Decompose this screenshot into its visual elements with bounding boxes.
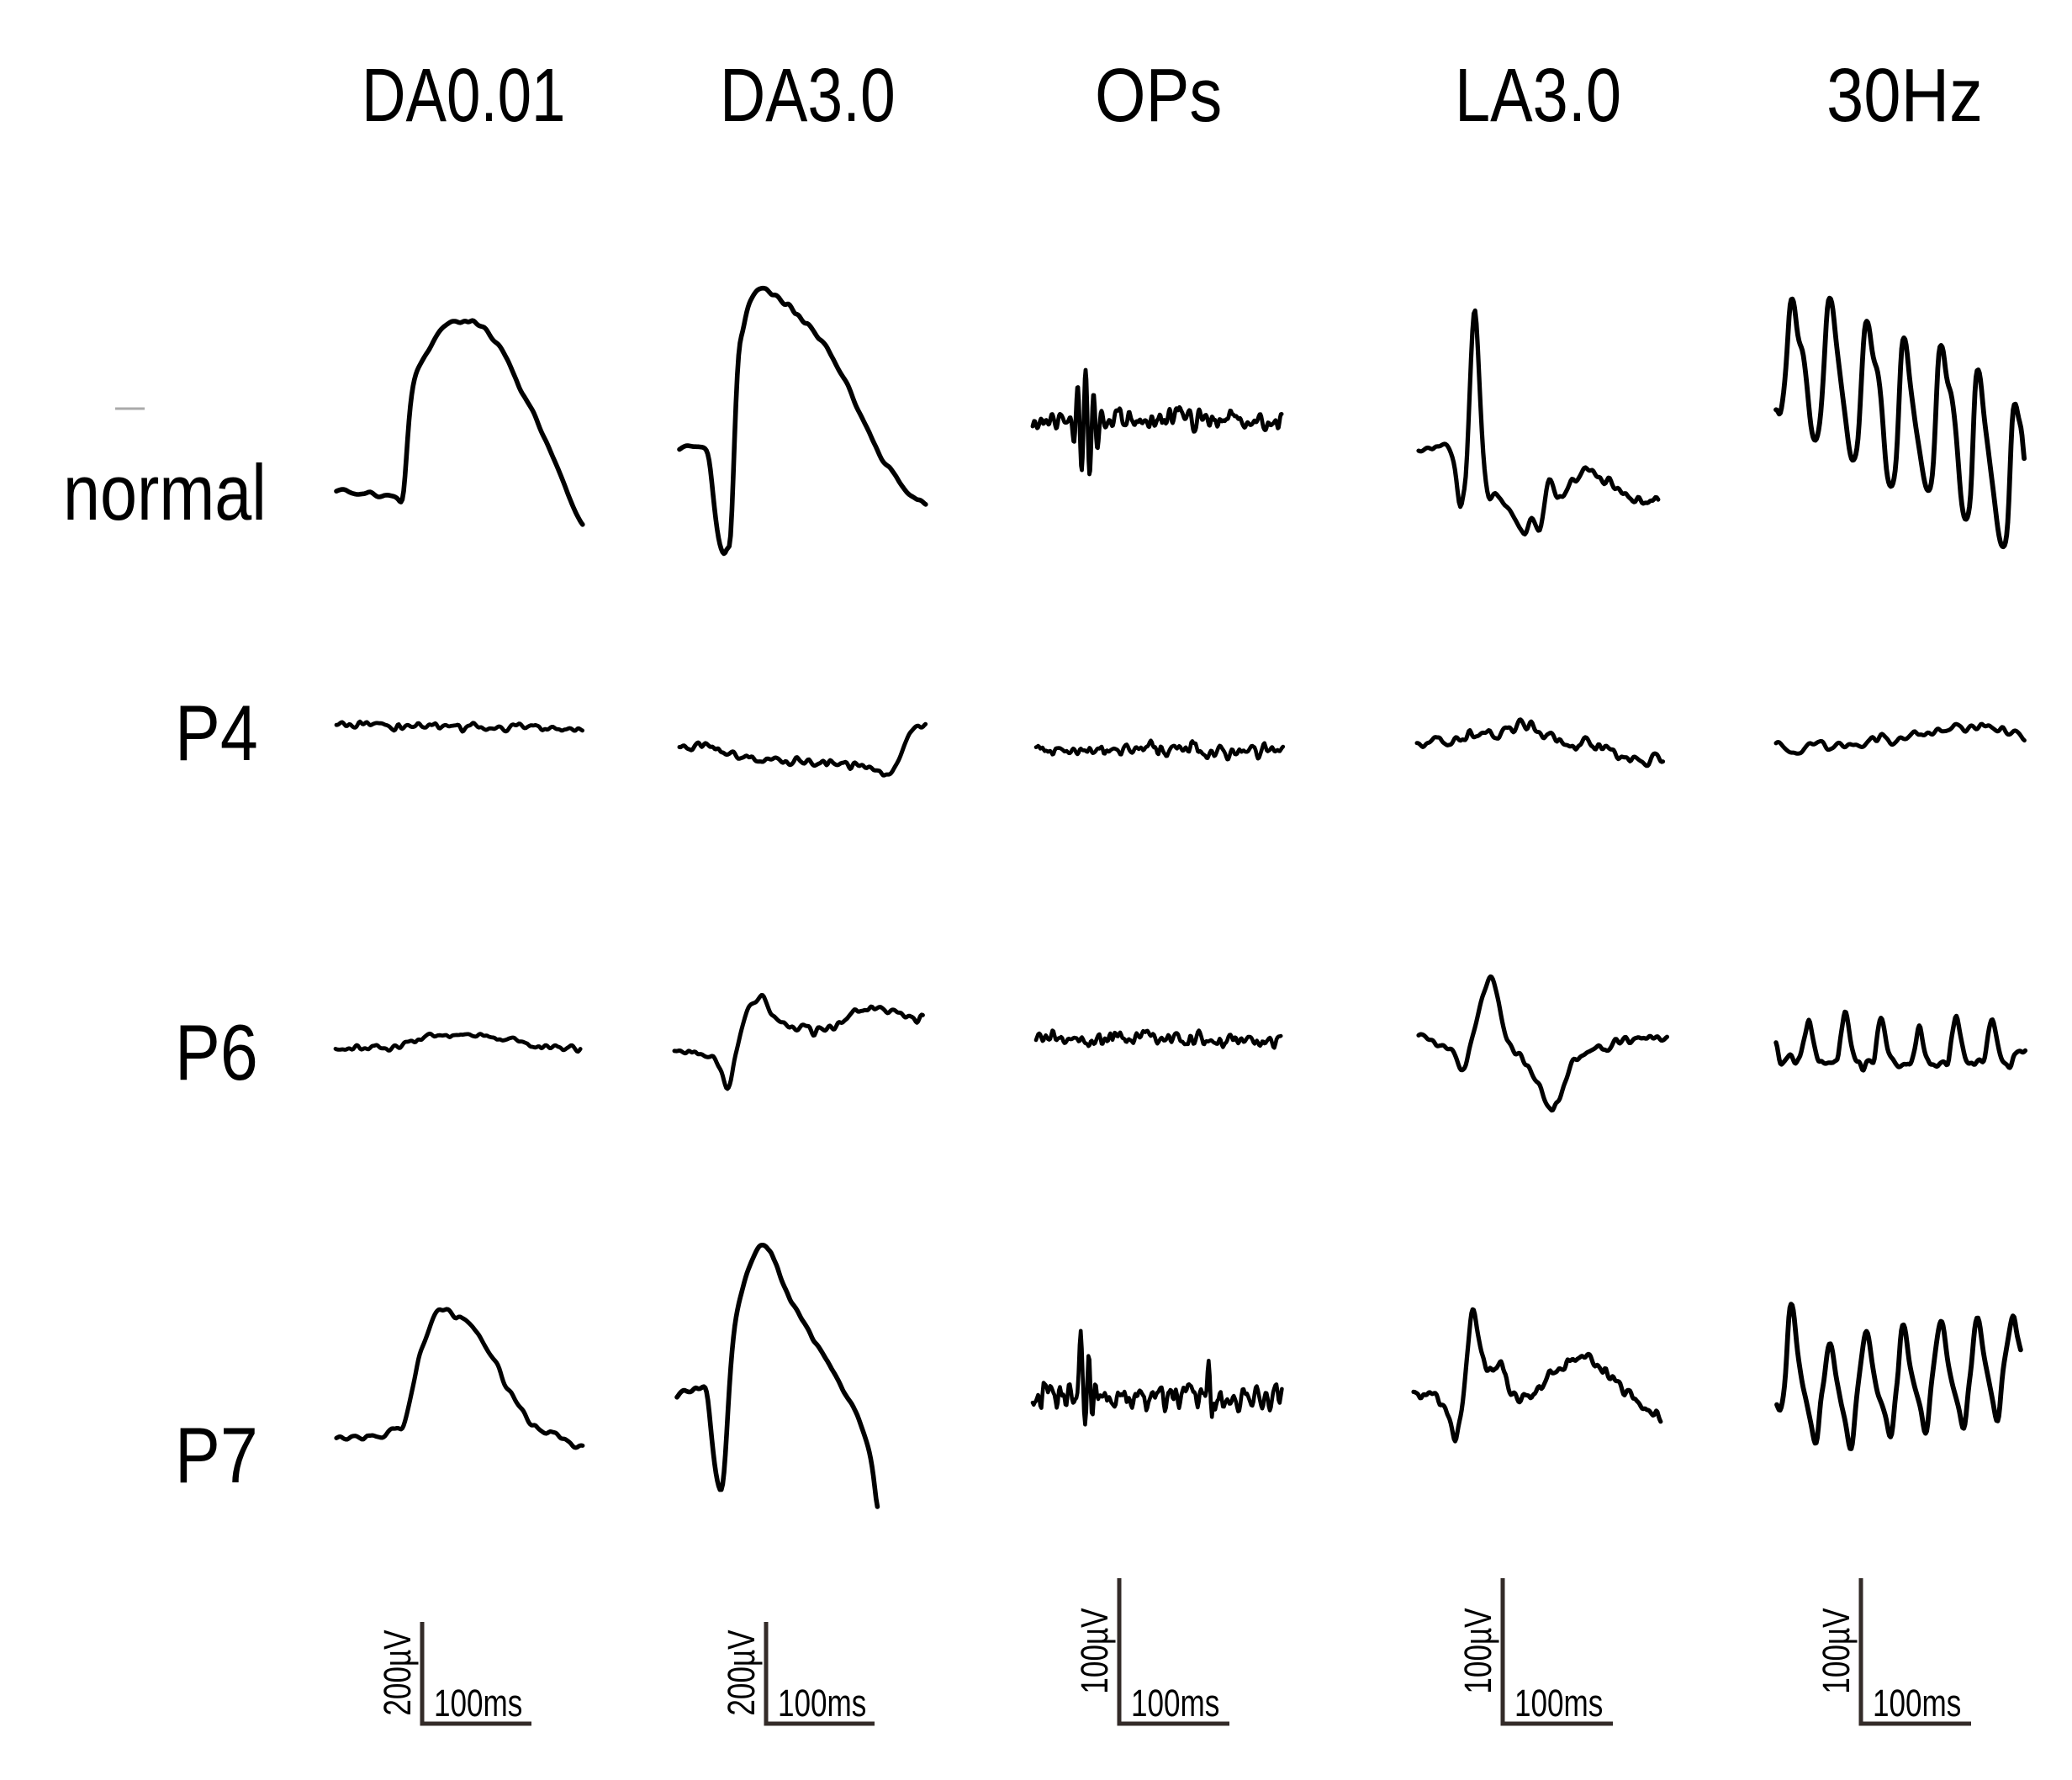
svg-text:LA3.0: LA3.0	[1455, 53, 1621, 138]
svg-text:30Hz: 30Hz	[1826, 54, 1983, 139]
svg-text:OPs: OPs	[1095, 53, 1222, 138]
svg-text:100ms: 100ms	[1873, 1682, 1961, 1725]
svg-text:P4: P4	[175, 689, 258, 777]
svg-text:normal: normal	[63, 449, 267, 537]
svg-text:100µV: 100µV	[1456, 1608, 1499, 1693]
svg-text:DA3.0: DA3.0	[720, 53, 896, 138]
svg-text:100ms: 100ms	[778, 1682, 866, 1725]
svg-text:P6: P6	[175, 1008, 258, 1096]
svg-text:100ms: 100ms	[1131, 1682, 1219, 1725]
svg-text:100µV: 100µV	[1815, 1608, 1858, 1693]
svg-text:200µV: 200µV	[376, 1629, 419, 1715]
svg-text:100µV: 100µV	[1073, 1608, 1116, 1693]
svg-text:100ms: 100ms	[1514, 1682, 1603, 1725]
svg-text:P7: P7	[175, 1411, 258, 1499]
svg-text:200µV: 200µV	[720, 1629, 763, 1715]
svg-text:DA0.01: DA0.01	[362, 54, 566, 138]
svg-text:100ms: 100ms	[434, 1682, 522, 1725]
